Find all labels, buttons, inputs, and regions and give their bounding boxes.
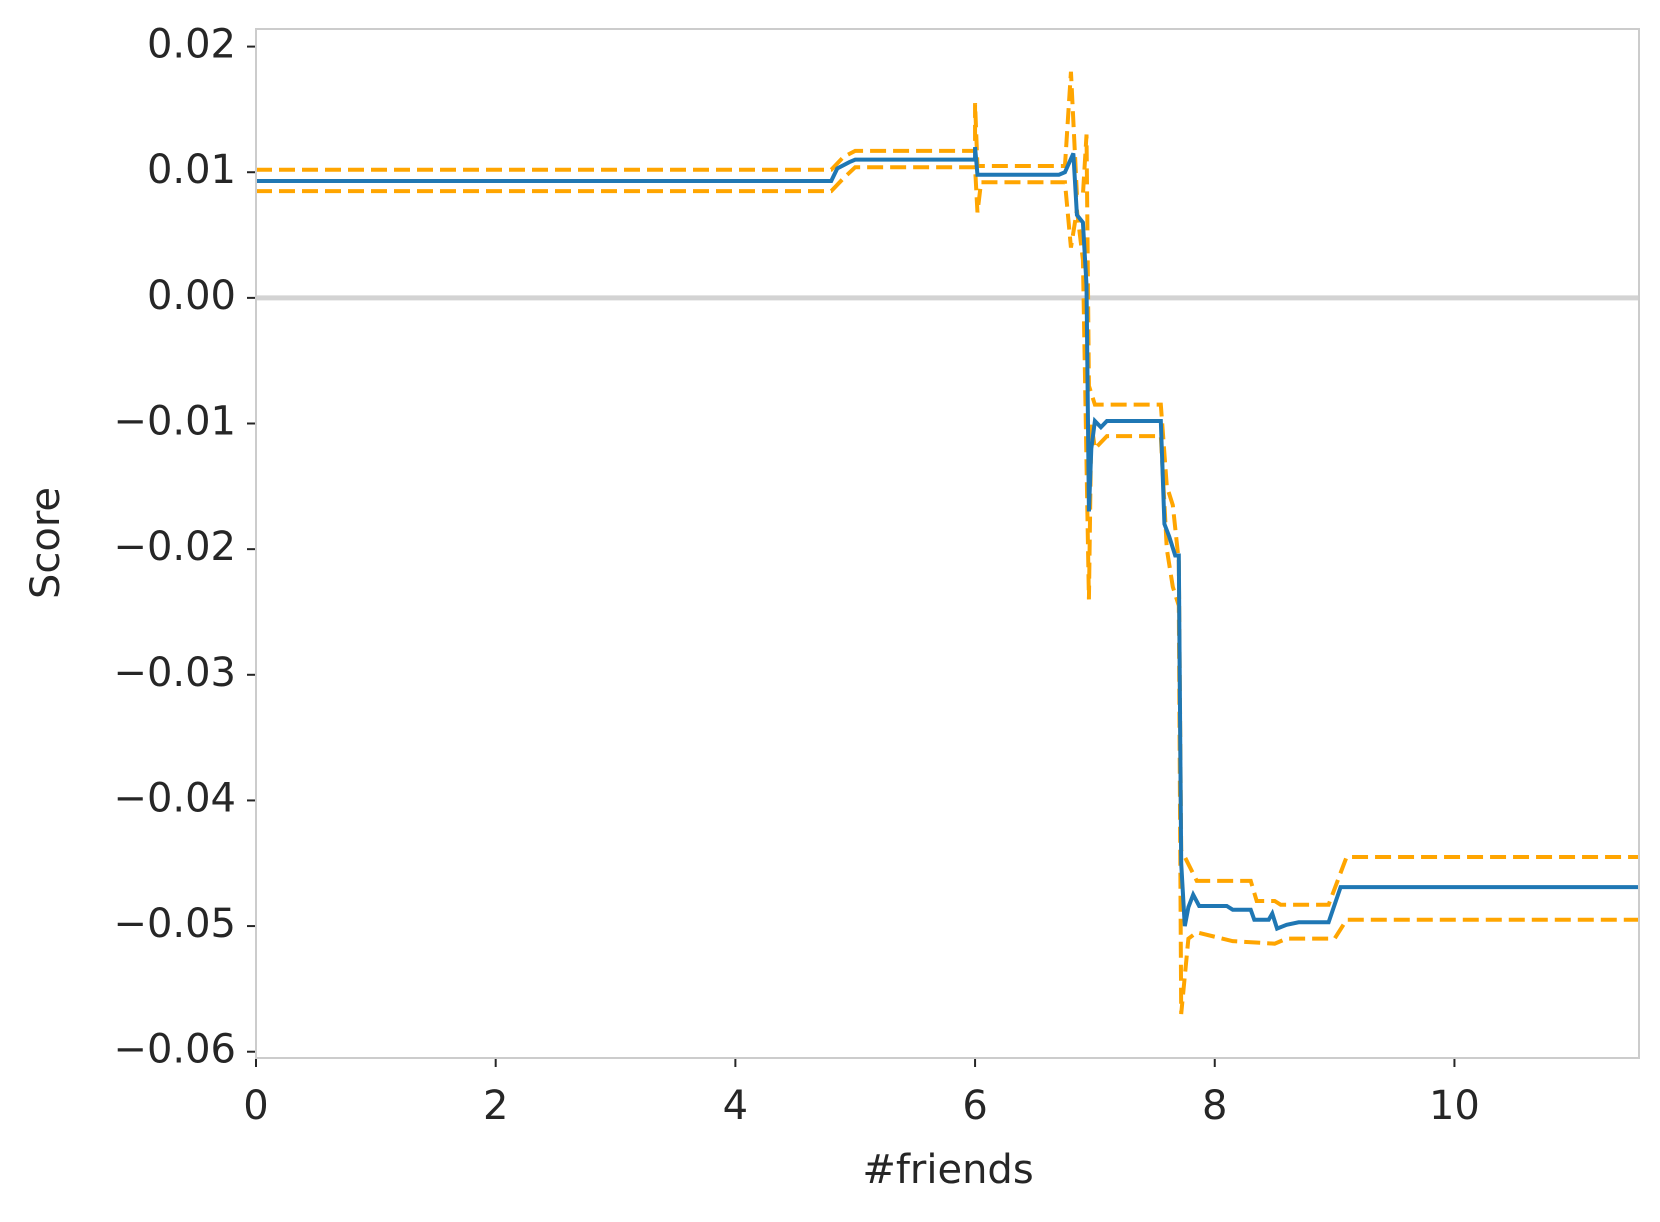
y-tick-label: 0.00: [147, 273, 236, 319]
y-tick-label: −0.04: [113, 775, 236, 821]
series-line: [256, 71, 1639, 907]
y-tick-label: 0.01: [147, 147, 236, 193]
plot-frame: [255, 28, 1640, 1059]
y-tick-label: −0.01: [113, 399, 236, 445]
series-line: [256, 165, 1639, 1015]
series-line: [256, 146, 1639, 932]
y-tick-label: −0.06: [113, 1027, 236, 1073]
x-tick-label: 10: [1429, 1083, 1480, 1129]
y-tick-label: −0.05: [113, 901, 236, 947]
x-tick-label: 6: [962, 1083, 987, 1129]
x-tick-label: 8: [1202, 1083, 1227, 1129]
x-tick-label: 0: [243, 1083, 268, 1129]
y-tick-label: −0.03: [113, 650, 236, 696]
x-tick-label: 4: [723, 1083, 748, 1129]
y-axis-label: Score: [23, 487, 69, 599]
x-tick-label: 2: [483, 1083, 508, 1129]
y-tick-label: −0.02: [113, 524, 236, 570]
x-axis-label: #friends: [862, 1147, 1033, 1193]
y-tick-label: 0.02: [147, 22, 236, 68]
